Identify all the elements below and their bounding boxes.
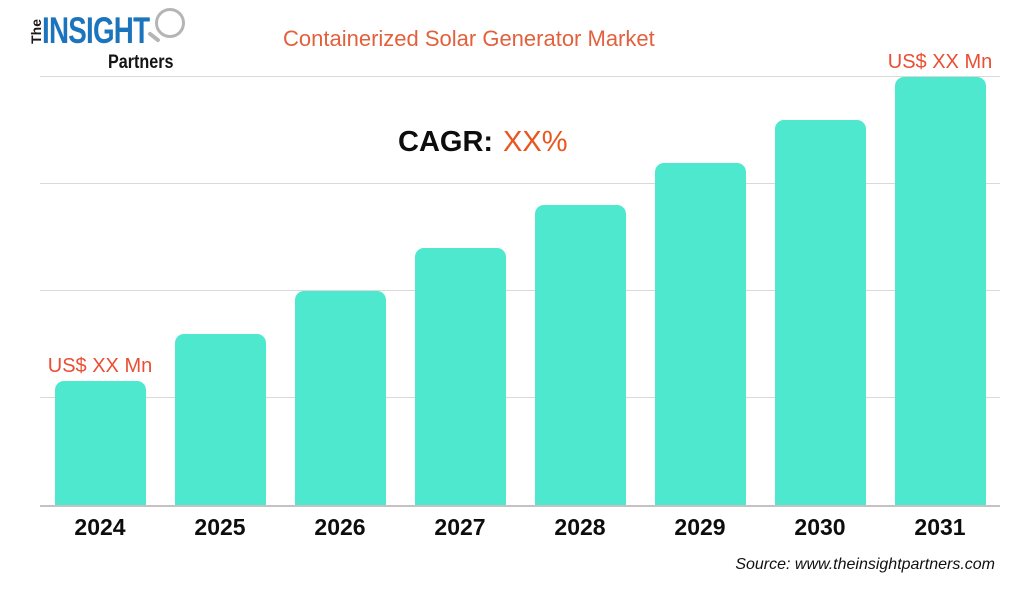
gridline	[40, 290, 1000, 292]
x-axis-label-2029: 2029	[674, 514, 726, 540]
bar-2026	[294, 291, 386, 505]
bar-slot-2026	[280, 62, 400, 505]
x-axis-label-2026: 2026	[314, 514, 366, 540]
gridline	[40, 76, 1000, 78]
bar-slot-2029	[640, 62, 760, 505]
bar-2024	[54, 380, 146, 505]
gridline	[40, 397, 1000, 399]
source-credit: Source: www.theinsightpartners.com	[735, 556, 995, 573]
magnifier-icon	[155, 8, 185, 38]
x-axis-label-2024: 2024	[74, 514, 126, 540]
x-axis-label-2028: 2028	[554, 514, 606, 540]
cagr-label: CAGR:	[398, 126, 494, 158]
bar-2029	[654, 162, 746, 505]
bar-slot-2031: US$ XX Mn	[880, 51, 1000, 505]
bar-slot-2027	[400, 62, 520, 505]
x-axis-labels: 2024 2025 2026 2027 2028 2029 2030 2031	[40, 514, 1000, 541]
x-axis-label-2030: 2030	[794, 514, 846, 540]
x-axis-label-2027: 2027	[434, 514, 486, 540]
logo-word-partners: Partners	[108, 52, 174, 73]
logo-word-insight: INSIGHT	[42, 10, 150, 51]
gridline	[40, 183, 1000, 185]
bar-2025	[174, 333, 266, 505]
bar-slot-2024: US$ XX Mn	[40, 62, 160, 505]
cagr-value: XX%	[503, 126, 568, 158]
bar-chart-plot-area: US$ XX Mn US$ XX Mn	[40, 51, 1000, 507]
chart-title: Containerized Solar Generator Market	[283, 26, 655, 51]
bars-container: US$ XX Mn US$ XX Mn	[40, 51, 1000, 505]
bar-2027	[414, 248, 506, 505]
x-axis-label-2031: 2031	[914, 514, 966, 540]
bar-2031	[894, 77, 986, 505]
bar-slot-2025	[160, 62, 280, 505]
bar-2030	[774, 119, 866, 505]
x-axis-label-2025: 2025	[194, 514, 246, 540]
cagr-annotation: CAGR: XX%	[398, 126, 568, 159]
bar-2028	[534, 205, 626, 505]
bar-slot-2030	[760, 62, 880, 505]
bar-value-label-2024: US$ XX Mn	[47, 354, 153, 377]
bar-value-label-2031: US$ XX Mn	[887, 51, 993, 74]
insight-partners-logo: The INSIGHT Partners	[28, 6, 198, 78]
bar-slot-2028	[520, 62, 640, 505]
